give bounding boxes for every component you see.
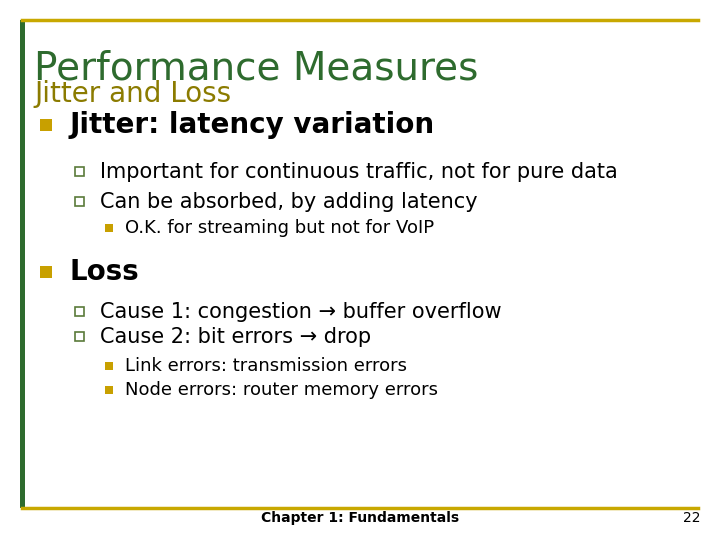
Text: O.K. for streaming but not for VoIP: O.K. for streaming but not for VoIP (125, 219, 434, 237)
Text: Jitter and Loss: Jitter and Loss (34, 80, 231, 108)
Text: Performance Measures: Performance Measures (34, 50, 478, 88)
FancyBboxPatch shape (40, 266, 52, 278)
Text: Node errors: router memory errors: Node errors: router memory errors (125, 381, 438, 399)
Text: Cause 1: congestion → buffer overflow: Cause 1: congestion → buffer overflow (100, 302, 502, 322)
Text: Jitter: latency variation: Jitter: latency variation (70, 111, 435, 139)
FancyBboxPatch shape (75, 197, 84, 206)
FancyBboxPatch shape (75, 307, 84, 316)
FancyBboxPatch shape (105, 386, 113, 394)
FancyBboxPatch shape (75, 167, 84, 176)
FancyBboxPatch shape (105, 362, 113, 370)
FancyBboxPatch shape (40, 119, 52, 131)
Text: Loss: Loss (70, 258, 140, 286)
Text: Cause 2: bit errors → drop: Cause 2: bit errors → drop (100, 327, 371, 347)
FancyBboxPatch shape (75, 332, 84, 341)
FancyBboxPatch shape (20, 20, 25, 508)
Text: Important for continuous traffic, not for pure data: Important for continuous traffic, not fo… (100, 162, 618, 182)
Text: Chapter 1: Fundamentals: Chapter 1: Fundamentals (261, 511, 459, 525)
FancyBboxPatch shape (105, 224, 113, 232)
Text: Link errors: transmission errors: Link errors: transmission errors (125, 357, 407, 375)
Text: 22: 22 (683, 511, 700, 525)
Text: Can be absorbed, by adding latency: Can be absorbed, by adding latency (100, 192, 477, 212)
